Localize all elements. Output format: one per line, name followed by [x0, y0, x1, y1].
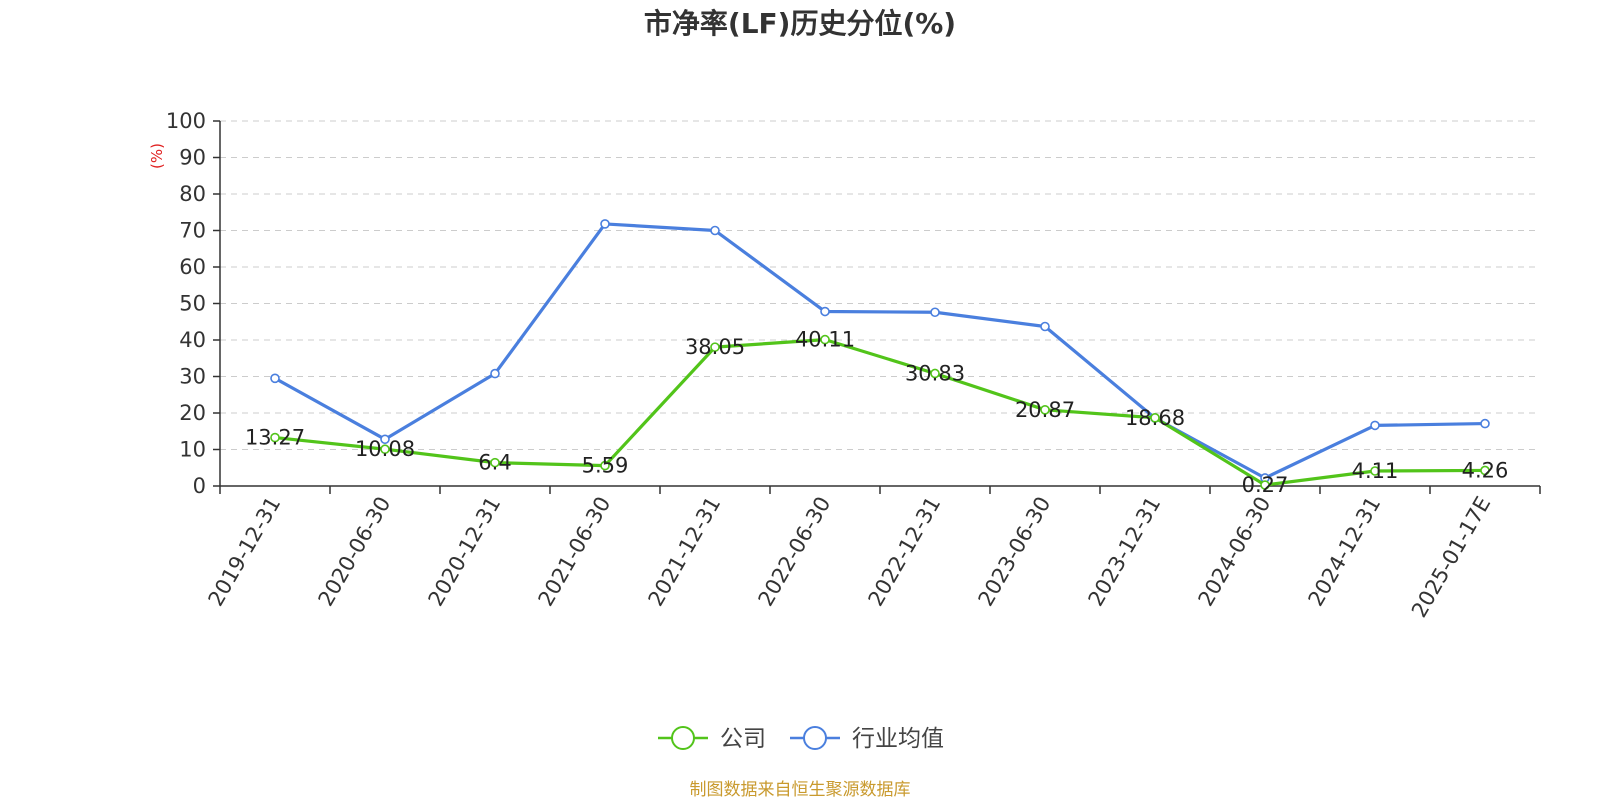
x-tick-label: 2023-06-30 [974, 493, 1056, 611]
y-tick-label: 30 [179, 365, 206, 389]
series-line [273, 222, 1487, 480]
x-tick-label: 2022-06-30 [754, 493, 836, 611]
series-line [273, 337, 1487, 487]
data-point [820, 306, 830, 317]
x-tick-label: 2020-06-30 [314, 493, 396, 611]
y-tick-label: 40 [179, 328, 206, 352]
y-tick-label: 90 [179, 146, 206, 170]
x-tick-label: 2021-06-30 [534, 493, 616, 611]
y-tick-label: 100 [166, 109, 206, 133]
data-point [820, 334, 830, 345]
y-tick-label: 50 [179, 292, 206, 316]
data-point [270, 373, 280, 384]
y-axis-label: (%) [148, 143, 166, 169]
axes: 0 10 20 30 40 50 60 70 80 90 100(%) 2019-12-31 2020-… [148, 109, 1541, 622]
data-label: 5.59 [582, 454, 629, 478]
data-point [1040, 321, 1050, 332]
data-point [1480, 465, 1490, 476]
data-point [1370, 466, 1380, 476]
x-tick-label: 2024-12-31 [1304, 493, 1386, 611]
data-label: 38.05 [685, 335, 745, 359]
data-point [600, 219, 610, 229]
legend-item[interactable]: 行业均值 [790, 726, 944, 752]
y-tick-label: 70 [179, 219, 206, 243]
legend-item[interactable]: 公司 [658, 726, 766, 752]
data-label: 13.27 [245, 426, 305, 450]
x-tick-label: 2022-12-31 [864, 493, 946, 611]
source-note: 制图数据来自恒生聚源数据库 [689, 780, 911, 800]
x-tick-label: 2019-12-31 [204, 493, 286, 611]
x-tick-label: 2024-06-30 [1194, 493, 1276, 611]
legend[interactable]: 公司 行业均值 [658, 726, 944, 752]
data-point [710, 225, 720, 236]
legend-marker-icon [803, 726, 827, 750]
y-tick-label: 20 [179, 401, 206, 425]
x-tick-label: 2023-12-31 [1084, 493, 1166, 611]
data-label: 20.87 [1015, 398, 1075, 422]
legend-label: 公司 [720, 726, 766, 752]
data-point [490, 368, 500, 379]
x-tick-label: 2025-01-17E [1407, 493, 1495, 622]
data-label: 18.68 [1125, 406, 1185, 430]
data-point [1370, 420, 1380, 431]
data-point [380, 434, 390, 445]
legend-marker-icon [671, 726, 695, 750]
data-point [1260, 480, 1270, 490]
y-tick-label: 60 [179, 255, 206, 279]
data-point [600, 460, 610, 471]
data-label: 6.4 [478, 451, 511, 475]
data-point [1040, 405, 1050, 415]
legend-label: 行业均值 [852, 726, 944, 752]
data-point [930, 307, 940, 318]
y-tick-label: 10 [179, 438, 206, 462]
series-lines [270, 219, 1490, 490]
data-point [380, 444, 390, 455]
data-label: 4.11 [1352, 459, 1399, 483]
data-point [490, 457, 500, 468]
data-label: 40.11 [795, 328, 855, 352]
data-point [270, 432, 280, 443]
data-point [710, 342, 720, 352]
data-point [930, 368, 940, 379]
y-tick-label: 0 [193, 474, 206, 498]
data-labels: 13.27 10.08 6.4 5.59 38.05 40.11 30.83 20.87 18.… [245, 328, 1508, 497]
x-tick-label: 2021-12-31 [644, 493, 726, 611]
x-tick-label: 2020-12-31 [424, 493, 506, 611]
data-point [1480, 418, 1490, 429]
data-label: 30.83 [905, 361, 965, 385]
data-label: 10.08 [355, 437, 415, 461]
data-label: 4.26 [1462, 458, 1509, 482]
y-tick-label: 80 [179, 182, 206, 206]
data-label: 0.27 [1242, 473, 1289, 497]
grid-lines [220, 120, 1540, 450]
chart-title: 市净率(LF)历史分位(%) [643, 7, 957, 40]
data-point [1150, 413, 1160, 423]
